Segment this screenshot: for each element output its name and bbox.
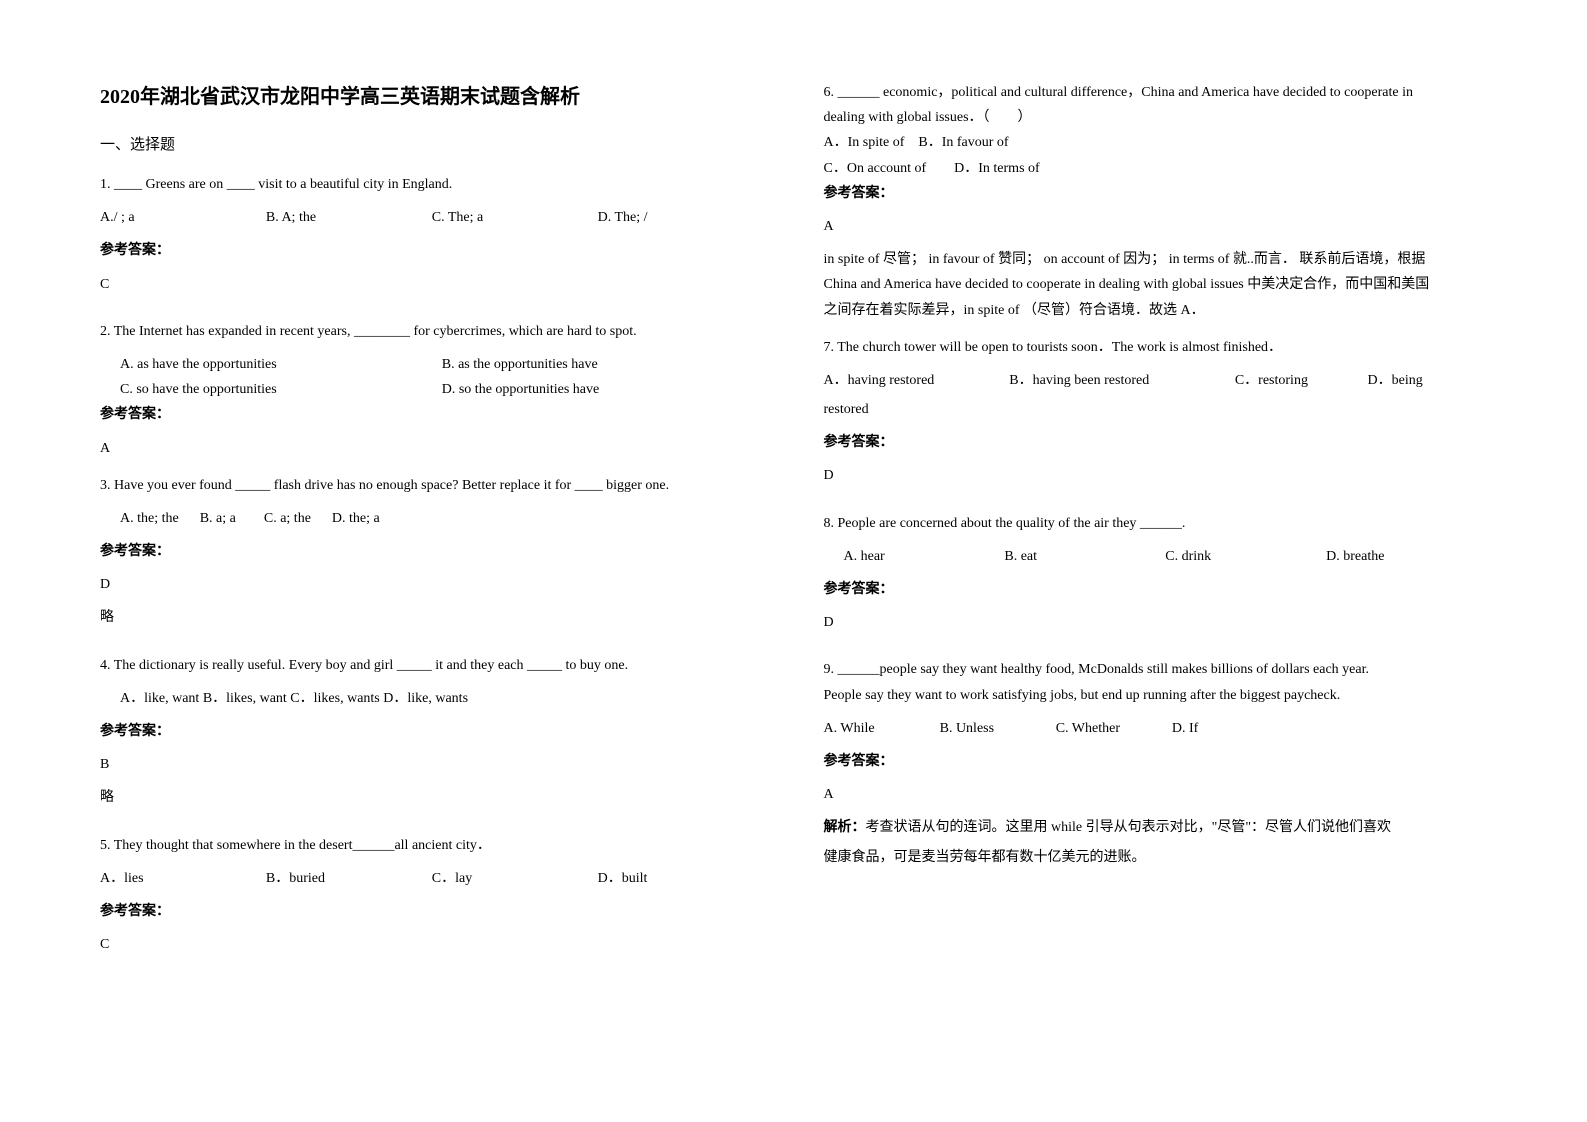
section-heading: 一、选择题	[100, 133, 764, 154]
explanation-label: 解析：	[824, 820, 866, 835]
question-1: 1. ____ Greens are on ____ visit to a be…	[100, 172, 764, 305]
q9-text2: People say they want to work satisfying …	[824, 683, 1488, 708]
q9-answer-label: 参考答案：	[824, 749, 1488, 774]
q9-exp1: 解析：考查状语从句的连词。这里用 while 引导从句表示对比，"尽管"：尽管人…	[824, 815, 1488, 840]
q6-exp2: China and America have decided to cooper…	[824, 272, 1488, 297]
q7-opt-c: C．restoring	[1235, 368, 1368, 393]
q7-text: 7. The church tower will be open to tour…	[824, 335, 1488, 360]
q5-options: A．lies B．buried C．lay D．built	[100, 866, 764, 891]
q9-opt-d: D. If	[1172, 716, 1288, 741]
q7-answer-label: 参考答案：	[824, 430, 1488, 455]
q9-exp1-text: 考查状语从句的连词。这里用 while 引导从句表示对比，"尽管"：尽管人们说他…	[866, 820, 1392, 835]
q3-omit: 略	[100, 605, 764, 630]
q6-opt-ab: A．In spite of B．In favour of	[824, 130, 1488, 155]
q7-answer: D	[824, 463, 1488, 488]
q2-opt-a: A. as have the opportunities	[120, 352, 442, 377]
q8-opt-d: D. breathe	[1326, 544, 1487, 569]
right-column: 6. ______ economic，political and cultura…	[824, 80, 1488, 1082]
q9-text1: 9. ______people say they want healthy fo…	[824, 657, 1488, 682]
q5-opt-a: A．lies	[100, 866, 266, 891]
q1-text: 1. ____ Greens are on ____ visit to a be…	[100, 172, 764, 197]
q4-answer: B	[100, 752, 764, 777]
q8-opt-c: C. drink	[1165, 544, 1326, 569]
q5-opt-c: C．lay	[432, 866, 598, 891]
question-7: 7. The church tower will be open to tour…	[824, 335, 1488, 497]
question-5: 5. They thought that somewhere in the de…	[100, 833, 764, 966]
q4-omit: 略	[100, 785, 764, 810]
q5-answer: C	[100, 932, 764, 957]
question-6: 6. ______ economic，political and cultura…	[824, 80, 1488, 331]
q7-options-row: A．having restored B．having been restored…	[824, 368, 1488, 393]
q5-opt-d: D．built	[598, 866, 764, 891]
q2-answer: A	[100, 436, 764, 461]
q4-answer-label: 参考答案：	[100, 719, 764, 744]
q1-options: A./ ; a B. A; the C. The; a D. The; /	[100, 205, 764, 230]
q8-opt-a: A. hear	[844, 544, 1005, 569]
q5-opt-b: B．buried	[266, 866, 432, 891]
q6-text2: dealing with global issues．（ ）	[824, 105, 1488, 130]
question-8: 8. People are concerned about the qualit…	[824, 511, 1488, 644]
q1-opt-d: D. The; /	[598, 205, 764, 230]
q8-opt-b: B. eat	[1004, 544, 1165, 569]
q1-opt-c: C. The; a	[432, 205, 598, 230]
q1-opt-b: B. A; the	[266, 205, 432, 230]
q6-answer: A	[824, 214, 1488, 239]
q2-answer-label: 参考答案：	[100, 402, 764, 427]
q5-text: 5. They thought that somewhere in the de…	[100, 833, 764, 858]
q1-opt-a: A./ ; a	[100, 205, 266, 230]
q9-exp2: 健康食品，可是麦当劳每年都有数十亿美元的进账。	[824, 845, 1488, 870]
q3-options: A. the; the B. a; a C. a; the D. the; a	[100, 506, 764, 531]
q9-opt-c: C. Whether	[1056, 716, 1172, 741]
question-3: 3. Have you ever found _____ flash drive…	[100, 473, 764, 639]
q1-answer: C	[100, 272, 764, 297]
q7-opt-a: A．having restored	[824, 368, 1010, 393]
q9-opt-b: B. Unless	[940, 716, 1056, 741]
q3-answer: D	[100, 572, 764, 597]
q6-exp3: 之间存在着实际差异，in spite of （尽管）符合语境．故选 A．	[824, 298, 1488, 323]
q8-answer-label: 参考答案：	[824, 577, 1488, 602]
q9-opt-a: A. While	[824, 716, 940, 741]
q9-options: A. While B. Unless C. Whether D. If	[824, 716, 1288, 741]
q6-text1: 6. ______ economic，political and cultura…	[824, 80, 1488, 105]
q4-text: 4. The dictionary is really useful. Ever…	[100, 653, 764, 678]
page-title: 2020年湖北省武汉市龙阳中学高三英语期末试题含解析	[100, 80, 764, 109]
q7-opt-d: D．being	[1368, 368, 1487, 393]
q2-opt-d: D. so the opportunities have	[442, 377, 764, 402]
q7-opt-b: B．having been restored	[1009, 368, 1235, 393]
q6-opt-cd: C．On account of D．In terms of	[824, 156, 1488, 181]
q2-options: A. as have the opportunities B. as the o…	[100, 352, 764, 402]
q1-answer-label: 参考答案：	[100, 238, 764, 263]
question-4: 4. The dictionary is really useful. Ever…	[100, 653, 764, 819]
q8-answer: D	[824, 610, 1488, 635]
q4-options: A．like, want B．likes, want C．likes, want…	[100, 686, 764, 711]
left-column: 2020年湖北省武汉市龙阳中学高三英语期末试题含解析 一、选择题 1. ____…	[100, 80, 764, 1082]
q8-options: A. hear B. eat C. drink D. breathe	[824, 544, 1488, 569]
q9-answer: A	[824, 782, 1488, 807]
q7-opt-d2: restored	[824, 397, 1488, 422]
q3-answer-label: 参考答案：	[100, 539, 764, 564]
q6-answer-label: 参考答案：	[824, 181, 1488, 206]
q2-text: 2. The Internet has expanded in recent y…	[100, 319, 764, 344]
q8-text: 8. People are concerned about the qualit…	[824, 511, 1488, 536]
q2-opt-c: C. so have the opportunities	[120, 377, 442, 402]
question-9: 9. ______people say they want healthy fo…	[824, 657, 1488, 877]
question-2: 2. The Internet has expanded in recent y…	[100, 319, 764, 469]
q3-text: 3. Have you ever found _____ flash drive…	[100, 473, 764, 498]
q2-opt-b: B. as the opportunities have	[442, 352, 764, 377]
q6-exp1: in spite of 尽管； in favour of 赞同； on acco…	[824, 247, 1488, 272]
q5-answer-label: 参考答案：	[100, 899, 764, 924]
